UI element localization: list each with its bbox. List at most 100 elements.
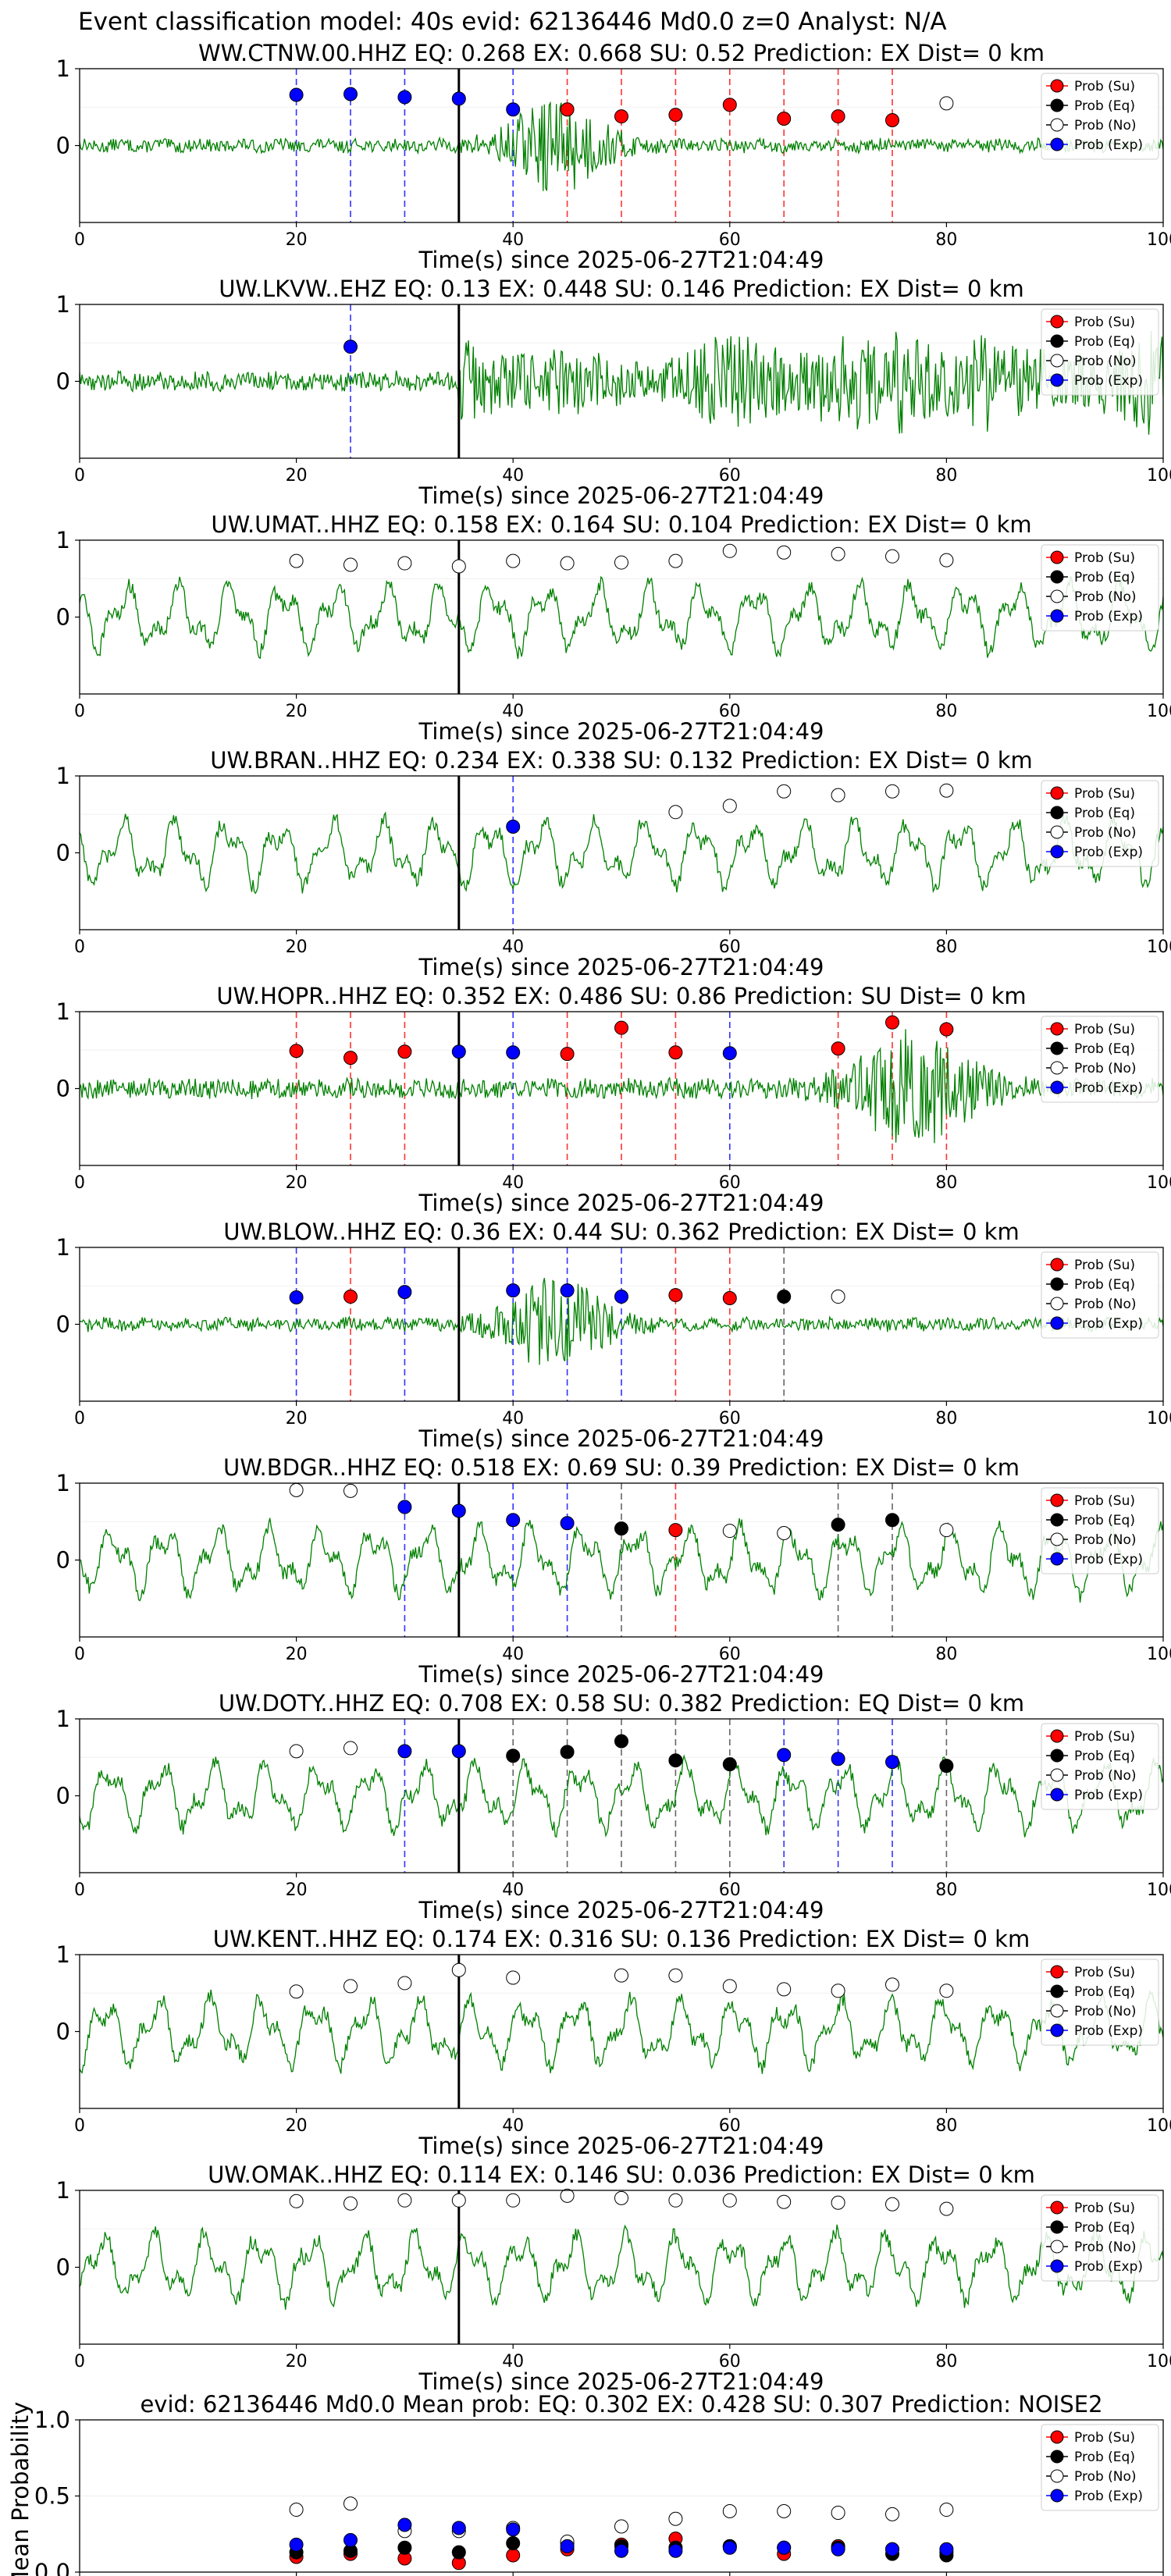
y-ticks: 01 xyxy=(56,1234,80,1338)
marker-exp xyxy=(397,1285,412,1300)
legend-label-su: Prob (Su) xyxy=(1074,1729,1135,1745)
panel-title: UW.BRAN..HHZ EQ: 0.234 EX: 0.338 SU: 0.1… xyxy=(210,747,1033,774)
marker-exp xyxy=(397,90,412,105)
y-ticks: 01 xyxy=(56,527,80,631)
marker-no xyxy=(343,1483,358,1498)
y-tick-label: 1 xyxy=(56,1470,70,1496)
mean-marker-no xyxy=(668,2511,683,2526)
panel-uw-bdgr--hhz: UW.BDGR..HHZ EQ: 0.518 EX: 0.69 SU: 0.39… xyxy=(56,1454,1171,1688)
x-axis-label: Time(s) since 2025-06-27T21:04:49 xyxy=(418,247,824,273)
legend-marker-exp xyxy=(1050,609,1064,623)
legend-label-no: Prob (No) xyxy=(1074,118,1137,133)
legend: Prob (Su) Prob (Eq) Prob (No) Prob (Exp) xyxy=(1041,780,1159,867)
x-ticks: 0 20 40 60 80 100 xyxy=(74,1401,1171,1429)
marker-exp xyxy=(722,1046,737,1061)
legend-label-no: Prob (No) xyxy=(1074,1768,1137,1784)
marker-no xyxy=(668,1968,683,1983)
legend-box xyxy=(1041,73,1159,160)
legend-label-exp: Prob (Exp) xyxy=(1074,1788,1143,1803)
legend-marker-exp xyxy=(1050,137,1064,151)
y-ticks: 01 xyxy=(56,2177,80,2281)
marker-no xyxy=(289,2194,304,2208)
waveform-group xyxy=(80,1517,1163,1603)
mean-marker-no xyxy=(831,2505,845,2520)
x-tick-label: 100 xyxy=(1147,2116,1171,2136)
legend-box xyxy=(1041,1723,1159,1810)
x-tick-label: 100 xyxy=(1147,1880,1171,1900)
marker-su xyxy=(668,1288,683,1303)
probability-markers xyxy=(289,543,954,574)
y-tick-label: 1 xyxy=(56,763,70,789)
x-axis-label: Time(s) since 2025-06-27T21:04:49 xyxy=(418,482,824,509)
x-tick-label: 40 xyxy=(502,1409,524,1429)
legend-label-su: Prob (Su) xyxy=(1074,2201,1135,2216)
waveform xyxy=(80,1029,1163,1144)
panel-title: UW.OMAK..HHZ EQ: 0.114 EX: 0.146 SU: 0.0… xyxy=(208,2161,1035,2188)
x-tick-label: 80 xyxy=(935,2352,957,2371)
x-tick-label: 0 xyxy=(74,702,85,721)
x-tick-label: 80 xyxy=(935,1645,957,1664)
legend-marker-su xyxy=(1050,2201,1064,2215)
marker-su xyxy=(343,1290,358,1304)
y-tick-label: 0 xyxy=(56,1076,70,1102)
marker-su xyxy=(939,1022,954,1037)
waveform-group xyxy=(80,2224,1163,2310)
waveform xyxy=(80,1278,1163,1365)
panel-uw-blow--hhz: UW.BLOW..HHZ EQ: 0.36 EX: 0.44 SU: 0.362… xyxy=(56,1219,1171,1452)
legend-marker-eq xyxy=(1050,2450,1064,2464)
legend-marker-su xyxy=(1050,786,1064,800)
mean-marker-exp xyxy=(397,2517,412,2532)
panel-uw-bran--hhz: UW.BRAN..HHZ EQ: 0.234 EX: 0.338 SU: 0.1… xyxy=(56,747,1171,980)
y-tick-label: 1 xyxy=(56,1234,70,1261)
marker-no xyxy=(777,784,792,799)
panel-title: UW.DOTY..HHZ EQ: 0.708 EX: 0.58 SU: 0.38… xyxy=(219,1690,1024,1717)
marker-exp xyxy=(451,1744,466,1759)
legend-label-no: Prob (No) xyxy=(1074,2004,1137,2019)
y-tick-label: 0 xyxy=(56,1547,70,1574)
legend-label-eq: Prob (Eq) xyxy=(1074,1984,1135,2000)
legend-label-eq: Prob (Eq) xyxy=(1074,1277,1135,1293)
marker-exp xyxy=(831,1752,845,1767)
x-tick-label: 80 xyxy=(935,1173,957,1193)
x-axis-label: Time(s) since 2025-06-27T21:04:49 xyxy=(418,2368,824,2395)
legend-marker-su xyxy=(1050,1022,1064,1036)
x-tick-label: 100 xyxy=(1147,702,1171,721)
legend-marker-eq xyxy=(1050,1277,1064,1291)
legend-label-exp: Prob (Exp) xyxy=(1074,1316,1143,1332)
legend-label-eq: Prob (Eq) xyxy=(1074,334,1135,350)
x-tick-label: 40 xyxy=(502,466,524,486)
legend-label-no: Prob (No) xyxy=(1074,1297,1137,1312)
legend-box xyxy=(1041,1959,1159,2046)
waveform-group xyxy=(80,1029,1163,1144)
marker-no xyxy=(939,2201,954,2216)
legend-marker-eq xyxy=(1050,1749,1064,1763)
marker-exp xyxy=(289,1290,304,1305)
legend: Prob (Su) Prob (Eq) Prob (No) Prob (Exp) xyxy=(1041,2194,1159,2282)
legend-marker-no xyxy=(1050,589,1064,603)
legend-label-su: Prob (Su) xyxy=(1074,786,1135,802)
marker-no xyxy=(831,1984,845,1998)
x-tick-label: 40 xyxy=(502,1173,524,1193)
legend-marker-no xyxy=(1050,2469,1064,2483)
x-tick-label: 20 xyxy=(286,938,308,957)
legend-marker-no xyxy=(1050,1297,1064,1311)
x-tick-label: 0 xyxy=(74,2352,85,2371)
mean-marker-exp xyxy=(343,2533,358,2548)
y-tick-label: 1 xyxy=(56,1941,70,1968)
marker-su xyxy=(777,112,792,126)
y-tick-label: 0 xyxy=(56,1311,70,1338)
marker-exp xyxy=(560,1516,575,1531)
marker-su xyxy=(397,1044,412,1059)
legend-box xyxy=(1041,780,1159,867)
marker-no xyxy=(722,1979,737,1994)
legend-label-eq: Prob (Eq) xyxy=(1074,2450,1135,2465)
legend-marker-no xyxy=(1050,354,1064,368)
waveform xyxy=(80,1517,1163,1603)
x-tick-label: 80 xyxy=(935,230,957,250)
y-tick-label: 0.5 xyxy=(34,2483,70,2510)
x-ticks: 0 20 40 60 80 100 xyxy=(74,2108,1171,2136)
x-axis-label: Time(s) since 2025-06-27T21:04:49 xyxy=(418,1661,824,1688)
waveform xyxy=(80,330,1163,435)
marker-exp xyxy=(506,1283,521,1298)
panel-title: UW.BLOW..HHZ EQ: 0.36 EX: 0.44 SU: 0.362… xyxy=(223,1219,1019,1245)
